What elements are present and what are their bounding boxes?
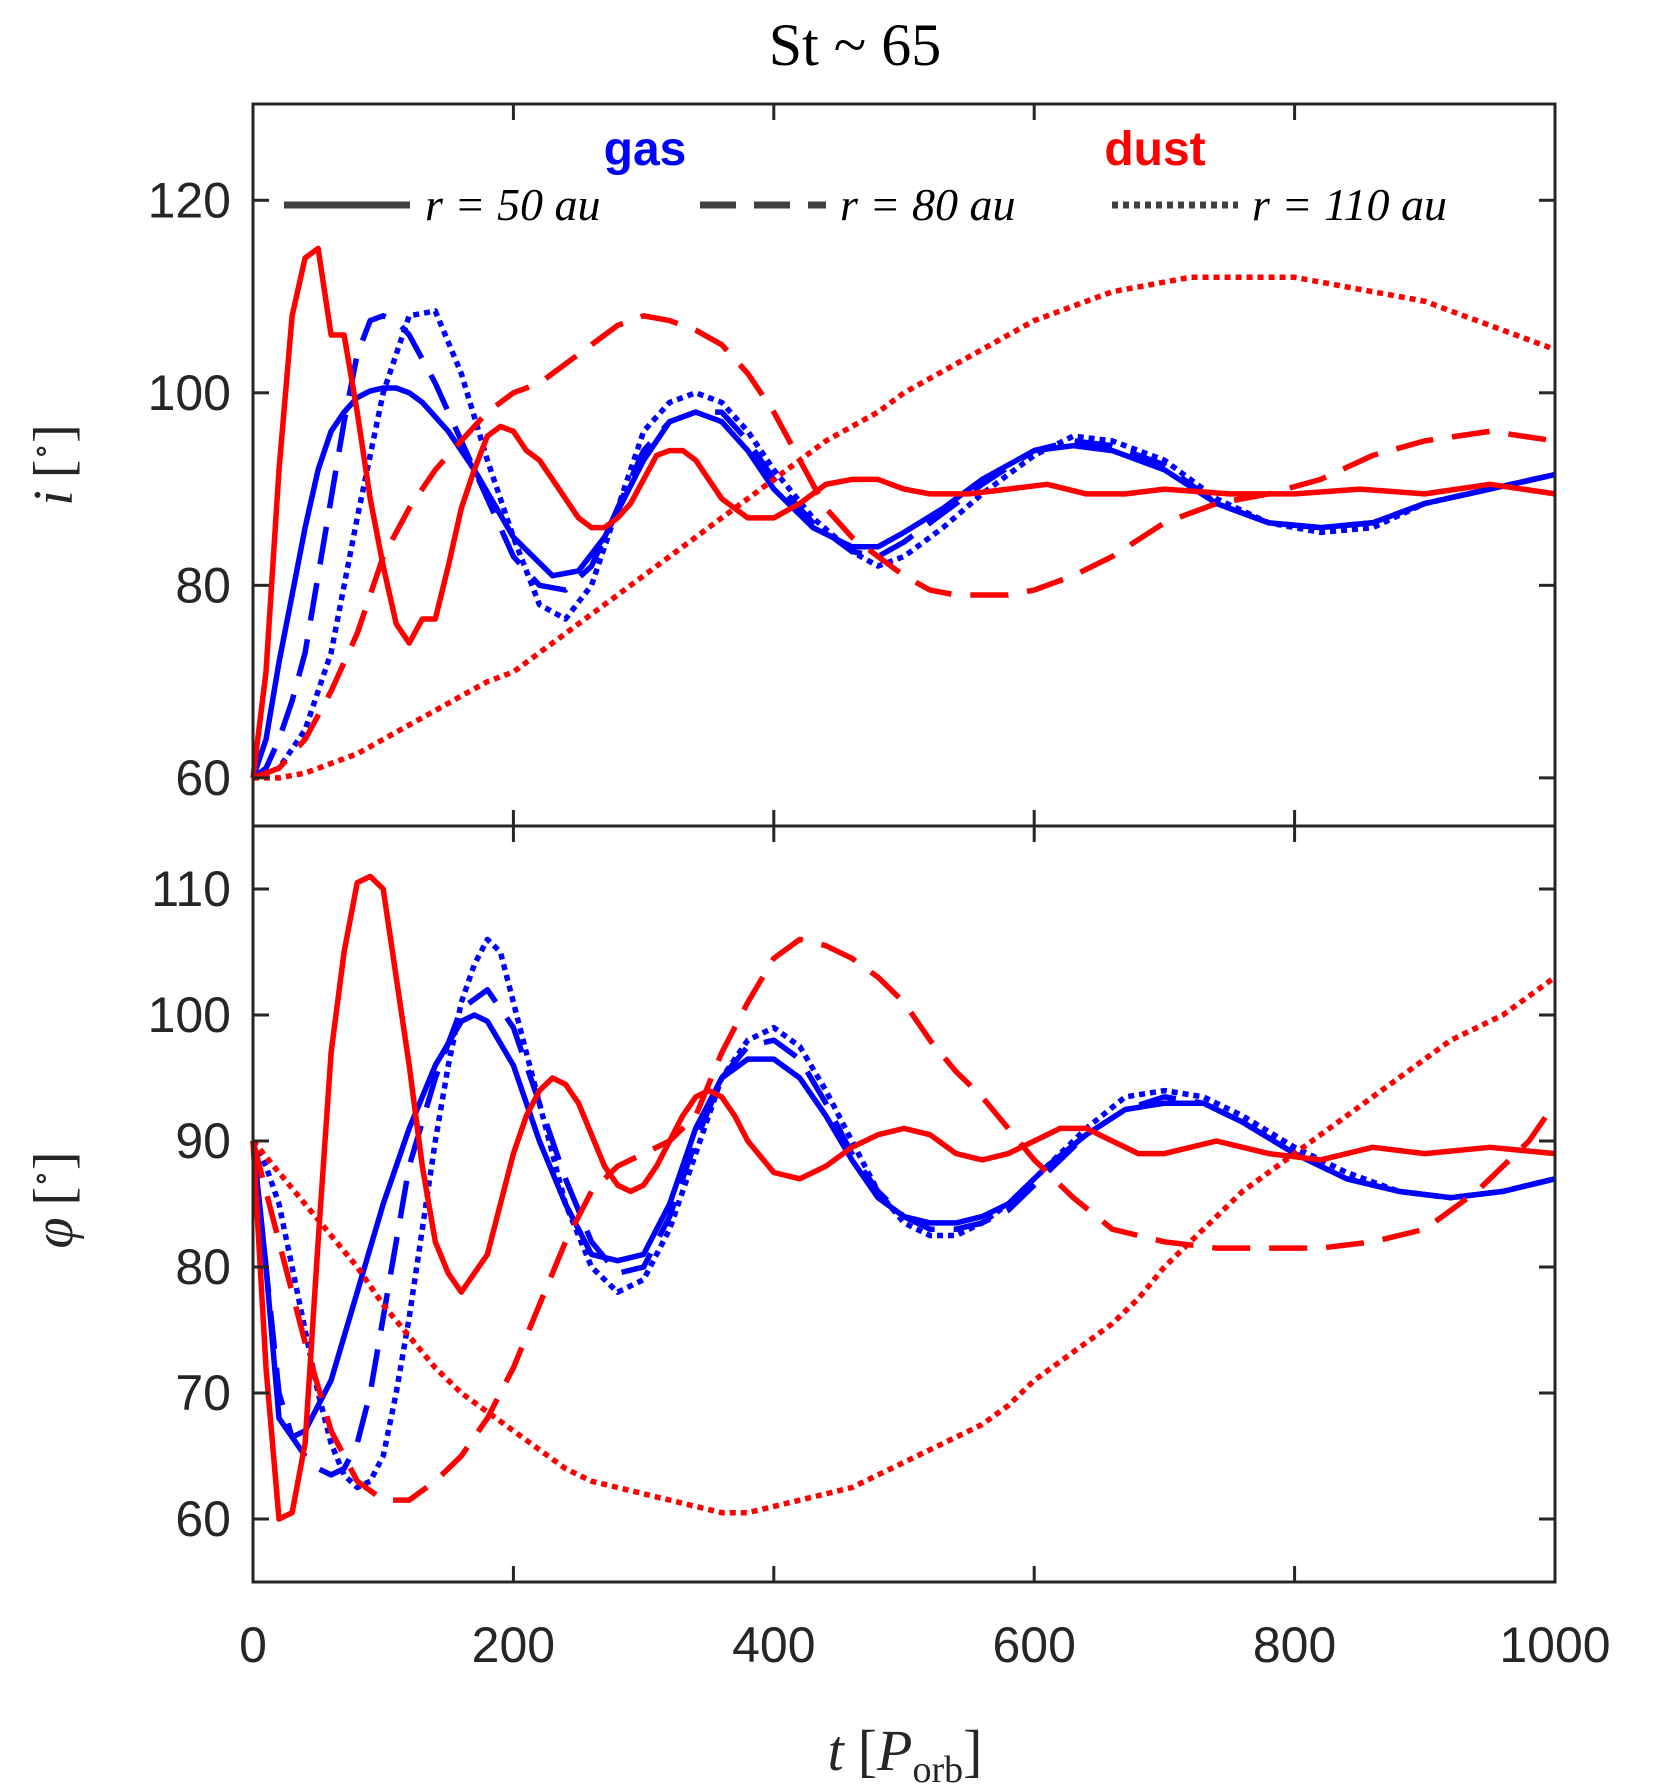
inclination-ticks: 60 80 100 120 [148,104,1557,826]
x-axis-label-open: [ [858,1718,877,1783]
legend-label-dotted: r = 110 au [1252,179,1447,230]
inclination-ylabel-open: [ [23,460,85,479]
panel-inclination: 60 80 100 120 i [∘] gas dust r = 50 au r = 8… [23,102,1557,828]
precession-series-layer [250,873,1558,1522]
inclination-line-dust-dotted [253,274,1556,781]
legend-group-dust: dust [1104,123,1205,176]
precession-ticks: 60 70 80 90 100 110 [148,826,1557,1582]
precession-ytick-label: 90 [175,1113,231,1169]
x-tick-label: 800 [1253,1617,1336,1673]
x-tick-label: 400 [732,1617,815,1673]
inclination-line-gas-dashed [251,313,1556,781]
inclination-ytick-label: 60 [175,750,231,806]
inclination-ytick-label: 120 [148,172,231,228]
x-axis-label-close: ] [963,1718,982,1783]
inclination-series-layer [250,245,1556,781]
precession-line-gas-dotted [250,936,1556,1491]
inclination-ylabel-degree: ∘ [23,443,60,460]
inclination-line-dust-dashed [252,313,1556,781]
precession-ytick-label: 110 [151,861,231,917]
panel-precession: 60 70 80 90 100 110 φ [∘] [23,824,1558,1584]
x-tick-label: 200 [472,1617,555,1673]
precession-line-dust-dotted [250,974,1557,1516]
x-axis-ticks: 0 200 400 600 800 1000 [239,1617,1611,1673]
inclination-ylabel-close: ] [23,424,85,443]
precession-axes-frame [251,824,1557,1584]
inclination-ytick-label: 80 [175,557,231,613]
precession-ytick-label: 60 [175,1491,231,1547]
precession-line-dust-solid [250,873,1556,1522]
legend: gas dust r = 50 au r = 80 au r = 110 au [284,123,1447,230]
precession-ytick-label: 70 [175,1365,231,1421]
legend-label-dashed: r = 80 au [840,179,1015,230]
precession-ylabel-degree: ∘ [23,1170,60,1187]
legend-label-solid: r = 50 au [425,179,600,230]
legend-group-gas: gas [604,123,687,176]
x-tick-label: 0 [239,1617,267,1673]
chart-title: St ~ 65 [769,12,942,78]
precession-ylabel-open: [ [23,1187,85,1206]
x-axis-label-sub: orb [912,1749,963,1788]
x-tick-label: 600 [992,1617,1075,1673]
precession-line-gas-solid [250,1012,1556,1440]
inclination-line-dust-solid [250,245,1556,779]
inclination-ytick-label: 100 [148,365,231,421]
precession-line-dust-dashed [250,936,1558,1503]
precession-ytick-label: 100 [148,987,231,1043]
x-axis-label: t [Porb] [828,1718,983,1788]
x-axis-label-var: t [828,1718,846,1783]
precession-ylabel-close: ] [23,1152,85,1171]
precession-ytick-label: 80 [175,1239,231,1295]
x-axis-label-main: P [876,1718,912,1783]
inclination-ylabel-var: i [23,490,85,506]
precession-ylabel-var: φ [23,1218,85,1249]
x-tick-label: 1000 [1499,1617,1610,1673]
precession-ylabel: φ [∘] [23,1152,85,1249]
inclination-ylabel: i [∘] [23,424,85,506]
